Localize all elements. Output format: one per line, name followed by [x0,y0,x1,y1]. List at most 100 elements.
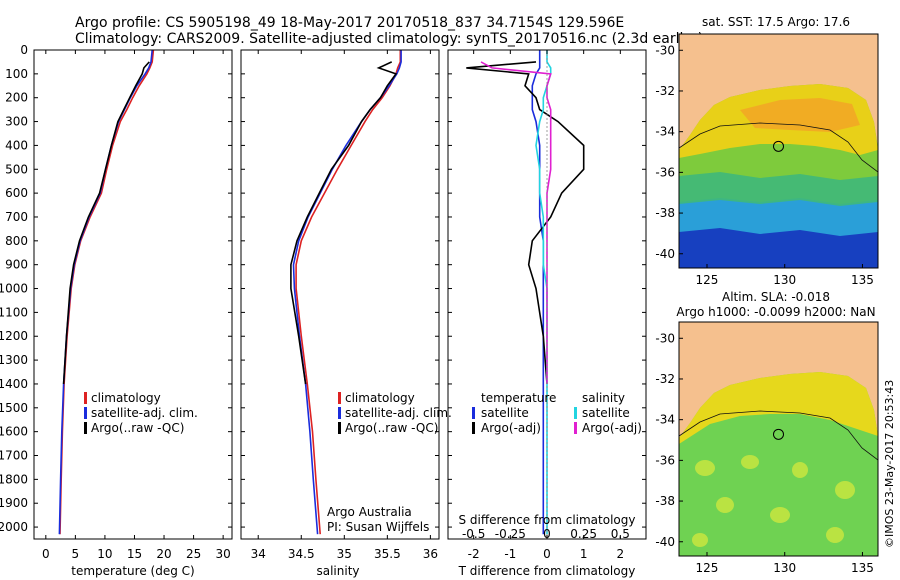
sla-contour [679,410,878,461]
series-line-s-argo-adj- [480,61,552,384]
x-tick-label: 10 [97,547,112,561]
depth-tick-label: 500 [5,162,28,176]
figure-title-line1: Argo profile: CS 5905198_49 18-May-2017 … [75,15,624,31]
sla-eddy [835,481,855,499]
x-tick-label: -2 [468,547,480,561]
salinity-plot-frame [240,49,440,540]
series-line-argo-raw-qc- [62,61,150,385]
depth-tick-label: 600 [5,186,28,200]
legend-label-s-argo: Argo(-adj) [582,421,642,435]
x-tick-label: -1 [504,547,516,561]
difference-x-axis: -2 -1 0 1 2 [468,50,624,561]
sla-eddy [716,497,734,513]
legend-header-salinity: salinity [582,391,625,405]
depth-tick-label: 100 [5,67,28,81]
depth-tick-label: 1000 [0,282,28,296]
s-diff-tick-label: -0.5 [462,527,485,541]
legend-swatch-t-satellite [472,407,475,419]
map-y-tick-label: -30 [655,43,675,57]
legend-label-s-satellite: satellite [582,406,630,420]
map-y-tick-label: -38 [655,206,675,220]
temperature-legend: climatology satellite-adj. clim. Argo(..… [84,391,198,435]
depth-tick-label: 1600 [0,425,28,439]
sst-map-frame [678,33,879,269]
legend-swatch-climatology [338,392,341,404]
series-line-argo-raw-qc- [290,61,398,385]
temperature-xlabel: temperature (deg C) [71,564,194,578]
sla-map-axes: 125 130 135 -30 -32 -34 -36 -38 -40 [655,331,874,575]
temperature-plot-frame [33,49,233,540]
salinity-x-axis: 34 34.5 35 35.5 36 [251,50,438,561]
depth-tick-label: 400 [5,138,28,152]
x-tick-label: 0 [42,547,50,561]
x-tick-label: 35 [337,547,352,561]
s-diff-tick-label: 0 [543,527,551,541]
legend-swatch-s-argo [574,422,577,434]
legend-label-t-argo: Argo(-adj) [481,421,541,435]
x-tick-label: 20 [156,547,171,561]
map-y-tick-label: -36 [655,165,675,179]
x-tick-label: 25 [186,547,201,561]
series-line-climatology [59,49,155,535]
sst-mid-band [679,172,878,206]
depth-tick-label: 1400 [0,377,28,391]
map-y-tick-label: -34 [655,125,675,139]
s-diff-tick-label: 0.25 [570,527,597,541]
sst-contour [679,122,878,173]
x-tick-label: 0 [543,547,551,561]
legend-label-climatology: climatology [345,391,415,405]
sst-map-axes: 125 130 135 -30 -32 -34 -36 -38 -40 [655,43,874,287]
salinity-series [290,50,402,535]
legend-label-climatology: climatology [91,391,161,405]
sla-shelf-band [679,372,878,444]
legend-swatch-argo [84,422,87,434]
sla-eddy [695,460,715,476]
x-tick-label: 15 [127,547,142,561]
depth-tick-label: 1200 [0,329,28,343]
legend-swatch-t-argo [472,422,475,434]
s-difference-ticks: -0.5 -0.25 0 0.25 0.5 [462,527,630,541]
temperature-x-axis: 0 5 10 15 20 25 30 [42,50,231,561]
legend-header-temperature: temperature [481,391,556,405]
salinity-xlabel: salinity [316,564,359,578]
legend-swatch-climatology [84,392,87,404]
depth-tick-label: 1300 [0,353,28,367]
depth-tick-label: 800 [5,234,28,248]
sla-eddy [692,533,708,547]
sla-eddy [792,462,808,478]
sla-argo-location-marker [773,428,784,440]
legend-swatch-satellite [338,407,341,419]
map-y-tick-label: -34 [655,413,675,427]
difference-legend: temperature salinity satellite Argo(-adj… [472,391,642,435]
map-x-tick-label: 135 [851,273,874,287]
map-x-tick-label: 125 [696,561,719,575]
depth-tick-label: 300 [5,115,28,129]
legend-label-satellite: satellite-adj. clim. [91,406,198,420]
sla-map-frame [678,321,879,557]
sst-map-title: sat. SST: 17.5 Argo: 17.6 [702,15,850,29]
legend-label-argo: Argo(..raw -QC) [345,421,438,435]
depth-tick-label: 1100 [0,305,28,319]
x-tick-label: 2 [617,547,625,561]
map-y-tick-label: -32 [655,84,675,98]
sla-eddy [826,527,844,543]
depth-tick-label: 900 [5,258,28,272]
depth-tick-label: 1900 [0,496,28,510]
legend-label-argo: Argo(..raw -QC) [91,421,184,435]
series-line-satellite-adj-clim- [58,49,153,535]
x-tick-label: 5 [72,547,80,561]
depth-tick-label: 1700 [0,449,28,463]
temperature-panel: 0100200300400500600700800900100011001200… [0,43,646,578]
s-diff-tick-label: -0.25 [495,527,526,541]
legend-swatch-argo [338,422,341,434]
sla-eddy [741,455,759,469]
depth-tick-label: 0 [20,43,28,57]
salinity-panel: 34 34.5 35 35.5 36 salinity climatology sate… [240,49,452,578]
legend-label-satellite: satellite-adj. clim. [345,406,452,420]
credit-line1: Argo Australia [327,505,412,519]
map-x-tick-label: 135 [851,561,874,575]
map-y-tick-label: -40 [655,247,675,261]
credit-line2: PI: Susan Wijffels [327,520,429,534]
legend-swatch-satellite [84,407,87,419]
